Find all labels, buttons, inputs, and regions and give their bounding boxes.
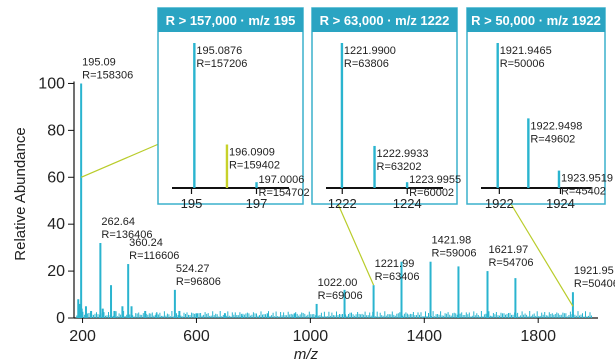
peak-resolution-label: R=136406 <box>101 229 152 241</box>
inset-peak-mz-label: 1223.9955 <box>409 174 461 186</box>
inset-tick-label: 1924 <box>546 196 575 211</box>
inset-peak-mz-label: 1922.9498 <box>530 120 582 132</box>
inset-tick-label: 195 <box>181 196 203 211</box>
inset-peak-resolution-label: R=50006 <box>500 58 545 70</box>
inset-connector-line <box>510 203 574 307</box>
inset-peak-resolution-label: R=63806 <box>344 58 389 70</box>
inset-peak-mz-label: 1221.9900 <box>344 45 396 57</box>
inset-frame <box>466 7 606 205</box>
y-tick-label: 60 <box>47 169 65 186</box>
peak-annotation: 360.24R=116606 <box>129 237 179 262</box>
inset-title: R > 157,000 · m/z 195 <box>166 13 296 28</box>
peak-resolution-label: R=54706 <box>488 257 533 269</box>
peak-mz-label: 1921.95 <box>574 265 614 277</box>
inset-peak-resolution-label: R=45402 <box>561 186 606 198</box>
y-tick-label: 100 <box>38 75 65 92</box>
inset-peak-resolution-label: R=60002 <box>409 187 454 199</box>
inset-connector-line <box>337 203 375 286</box>
x-tick-label: 200 <box>69 328 96 345</box>
peak-mz-label: 1621.97 <box>488 244 528 256</box>
x-tick-label: 600 <box>183 328 210 345</box>
inset-peak-resolution-label: R=159402 <box>229 160 280 172</box>
peak-resolution-label: R=116606 <box>129 250 179 262</box>
y-tick-label: 80 <box>47 122 65 139</box>
peak-mz-label: 1421.98 <box>432 235 472 247</box>
inset-peak-resolution-label: R=157206 <box>196 58 247 70</box>
inset-panel: R > 157,000 · m/z 195 195 197 195.0876R=157… <box>157 7 310 211</box>
y-tick-label: 0 <box>56 310 65 327</box>
peak-mz-label: 1221.99 <box>375 258 415 270</box>
peak-annotation: 195.09R=158306 <box>82 56 133 81</box>
peak-mz-label: 1022.00 <box>318 277 358 289</box>
peak-resolution-label: R=158306 <box>82 69 133 81</box>
inset-header <box>312 8 457 32</box>
peak-resolution-label: R=63406 <box>375 271 420 283</box>
y-tick-label: 40 <box>47 216 65 233</box>
x-axis-label: m/z <box>294 346 319 363</box>
inset-header <box>158 8 303 32</box>
y-axis-label: Relative Abundance <box>12 127 29 260</box>
peak-resolution-label: R=50406 <box>574 278 615 290</box>
peak-annotation: 1621.97R=54706 <box>488 244 533 269</box>
inset-header <box>467 8 605 32</box>
peak-mz-label: 262.64 <box>101 216 135 228</box>
x-tick-label: 1000 <box>293 328 329 345</box>
inset-peak-resolution-label: R=154702 <box>259 187 310 199</box>
peak-annotation: 524.27R=96806 <box>176 263 221 288</box>
inset-peak-resolution-label: R=49602 <box>530 133 575 145</box>
inset-peak-mz-label: 196.0909 <box>229 147 275 159</box>
peak-resolution-label: R=96806 <box>176 276 221 288</box>
inset-peak-mz-label: 1222.9933 <box>377 148 429 160</box>
peak-annotation: 1421.98R=59006 <box>432 235 477 260</box>
baseline-noise <box>76 311 592 318</box>
x-tick-label: 1400 <box>406 328 442 345</box>
inset-peak-resolution-label: R=63202 <box>377 161 422 173</box>
peak-annotation: 1921.95R=50406 <box>574 265 615 290</box>
y-tick-label: 20 <box>47 263 65 280</box>
inset-peak-mz-label: 197.0006 <box>259 174 305 186</box>
peak-annotation: 262.64R=136406 <box>101 216 152 241</box>
peak-resolution-label: R=59006 <box>432 248 477 260</box>
inset-title: R > 63,000 · m/z 1222 <box>320 13 450 28</box>
peak-annotation: 1221.99R=63406 <box>375 258 420 283</box>
inset-peak-mz-label: 1921.9465 <box>500 45 552 57</box>
peak-mz-label: 195.09 <box>82 56 116 68</box>
x-tick-label: 1800 <box>520 328 556 345</box>
inset-title: R > 50,000 · m/z 1922 <box>471 13 601 28</box>
inset-peak-mz-label: 1923.9519 <box>561 173 613 185</box>
peak-mz-label: 524.27 <box>176 263 210 275</box>
inset-tick-label: 1224 <box>393 196 422 211</box>
inset-frame <box>157 7 304 205</box>
peak-mz-label: 360.24 <box>129 237 163 249</box>
peak-resolution-label: R=69006 <box>318 290 363 302</box>
inset-tick-label: 1922 <box>485 196 514 211</box>
inset-peak-mz-label: 195.0876 <box>196 45 242 57</box>
peak-annotation: 1022.00R=69006 <box>318 277 363 302</box>
inset-tick-label: 1222 <box>328 196 357 211</box>
inset-tick-label: 197 <box>246 196 268 211</box>
